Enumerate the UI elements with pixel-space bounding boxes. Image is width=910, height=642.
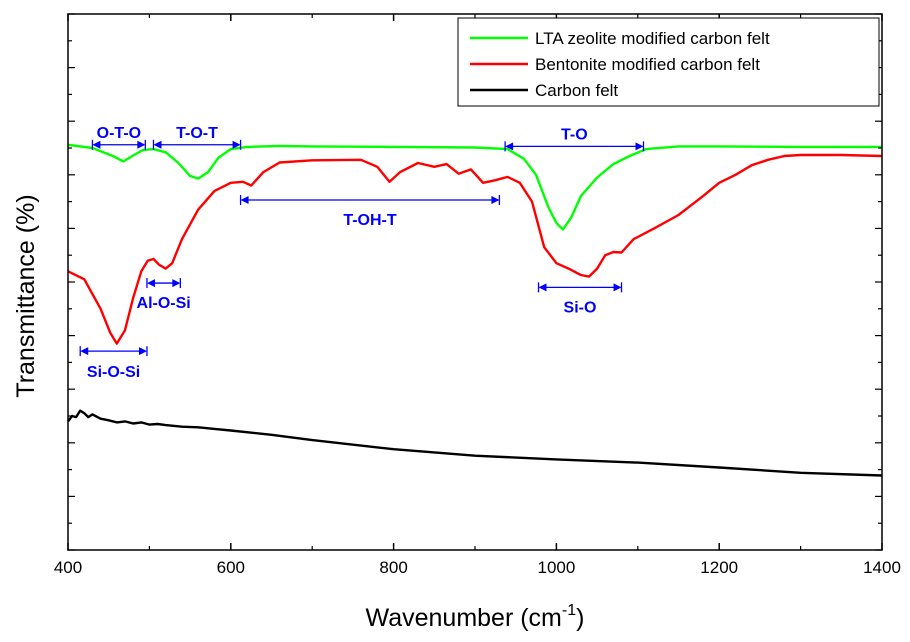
annotation-arrowhead-left — [92, 140, 101, 149]
annotation-arrowhead-left — [153, 140, 162, 149]
legend-label-bentonite: Bentonite modified carbon felt — [535, 55, 760, 74]
x-axis-title: Wavenumber (cm-1) — [366, 602, 585, 632]
x-tick-label: 800 — [379, 558, 407, 577]
annotation-arrowhead-right — [138, 347, 147, 356]
legend-label-lta: LTA zeolite modified carbon felt — [535, 29, 770, 48]
annotation-layer: O-T-O T-O-T T-O T-OH-T Al-O-Si Si-O Si-O-Si — [79, 125, 645, 381]
tick-layer: 400 600 800 1000 1200 1400 — [54, 13, 901, 577]
series-layer — [67, 143, 883, 477]
series-line-lta — [67, 143, 882, 231]
annotation-arrowhead-left — [505, 142, 514, 151]
annotation-label: Al-O-Si — [137, 295, 191, 312]
annotation-label: Si-O — [564, 299, 597, 316]
annotation-arrowhead-left — [146, 279, 155, 288]
legend-label-carbon-felt: Carbon felt — [535, 81, 618, 100]
x-axis-title-main: Wavenumber (cm — [366, 604, 562, 632]
x-tick-label: 400 — [54, 558, 82, 577]
annotation-arrowhead-right — [613, 283, 622, 292]
x-tick-label: 1400 — [863, 558, 901, 577]
x-axis-title-superscript: -1 — [562, 602, 576, 619]
annotation-label: T-O — [561, 126, 588, 143]
legend: LTA zeolite modified carbon felt Bentoni… — [457, 17, 880, 107]
annotation-arrowhead-left — [538, 283, 547, 292]
series-line-bentonite — [67, 153, 883, 345]
annotation-arrowhead-left — [80, 347, 89, 356]
annotation-arrowhead-right — [635, 142, 644, 151]
annotation-label: T-O-T — [176, 125, 218, 142]
legend-box — [457, 17, 880, 107]
x-tick-label: 600 — [217, 558, 245, 577]
annotation-arrowhead-right — [491, 195, 500, 204]
x-tick-label: 1000 — [537, 558, 575, 577]
y-axis-title: Transmittance (%) — [12, 194, 40, 397]
series-line-carbon-felt — [67, 409, 883, 477]
x-axis-title-close: ) — [576, 604, 584, 632]
annotation-arrowhead-left — [240, 195, 249, 204]
annotation-arrowhead-right — [172, 279, 181, 288]
x-tick-label: 1200 — [700, 558, 738, 577]
annotation-arrowhead-right — [137, 140, 146, 149]
annotation-label: O-T-O — [97, 125, 141, 142]
annotation-label: T-OH-T — [343, 212, 397, 229]
annotation-arrowhead-right — [232, 140, 241, 149]
annotation-label: Si-O-Si — [87, 364, 140, 381]
